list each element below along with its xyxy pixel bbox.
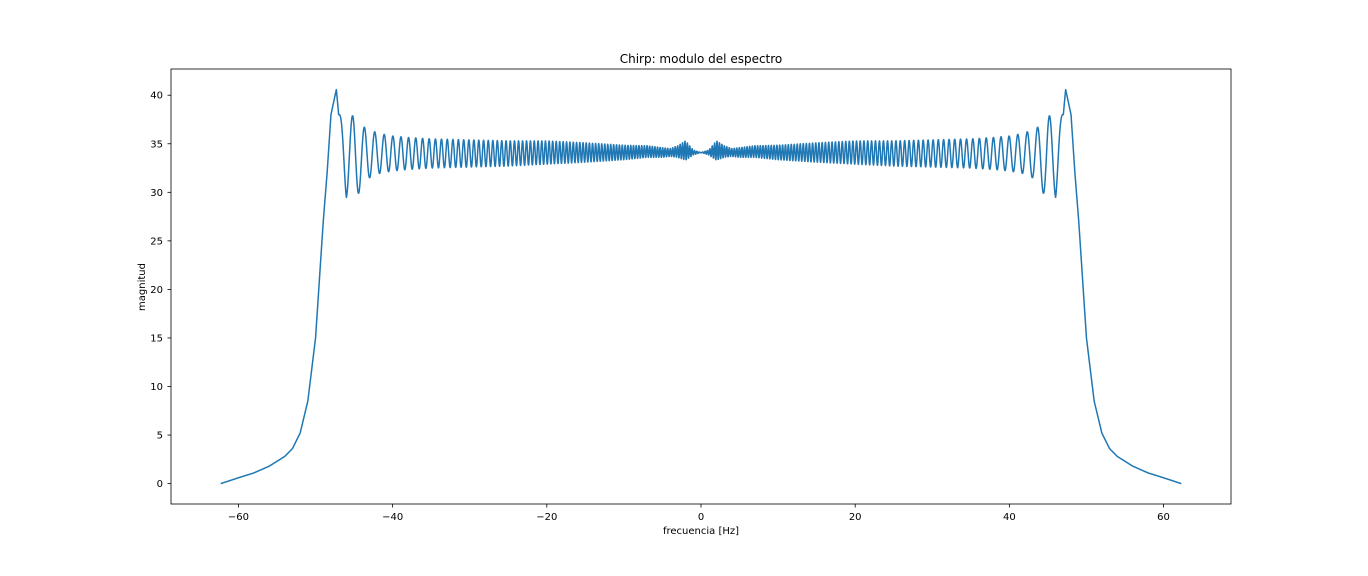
spectrum-line (220, 88, 1182, 485)
x-tick-label: 20 (849, 512, 862, 523)
y-tick-label: 25 (150, 236, 163, 247)
x-tick-label: −20 (536, 512, 557, 523)
y-tick-label: 40 (150, 91, 163, 102)
x-tick-label: 40 (1003, 512, 1016, 523)
x-tick-label: −60 (228, 512, 249, 523)
x-tick-label: 60 (1157, 512, 1170, 523)
plot-area (220, 88, 1182, 485)
y-tick-label: 20 (150, 285, 163, 296)
x-axis: −60 −40 −20 0 20 40 60 (228, 504, 1170, 523)
y-tick-label: 15 (150, 333, 163, 344)
x-tick-label: −40 (382, 512, 403, 523)
chart-title: Chirp: modulo del espectro (620, 52, 783, 66)
y-tick-label: 35 (150, 139, 163, 150)
y-axis-label: magnitud (137, 263, 148, 311)
y-tick-label: 0 (157, 479, 163, 490)
y-tick-label: 30 (150, 188, 163, 199)
y-tick-label: 10 (150, 382, 163, 393)
x-tick-label: 0 (698, 512, 704, 523)
y-axis: 0 5 10 15 20 25 30 35 40 (150, 91, 171, 490)
y-tick-label: 5 (157, 431, 163, 442)
x-axis-label: frecuencia [Hz] (663, 526, 739, 537)
